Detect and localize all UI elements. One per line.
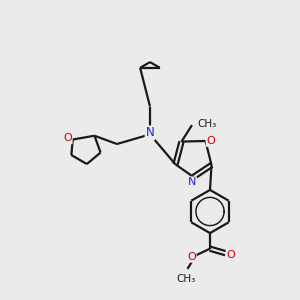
Text: N: N xyxy=(188,177,196,188)
Text: O: O xyxy=(206,136,215,146)
Text: CH₃: CH₃ xyxy=(176,274,196,284)
Text: CH₃: CH₃ xyxy=(197,118,217,129)
Text: N: N xyxy=(146,126,154,140)
Text: O: O xyxy=(63,134,72,143)
Text: O: O xyxy=(226,250,236,260)
Text: O: O xyxy=(187,252,196,262)
